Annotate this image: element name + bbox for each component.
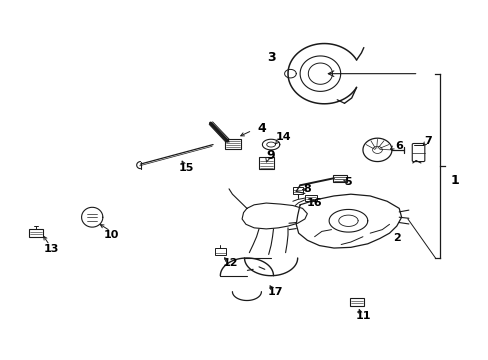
Text: 9: 9	[266, 149, 275, 162]
Text: 6: 6	[394, 141, 402, 151]
Bar	[292, 187, 303, 194]
Text: 8: 8	[303, 184, 310, 194]
Text: 1: 1	[449, 174, 458, 186]
Text: 17: 17	[267, 287, 283, 297]
Bar	[224, 139, 240, 149]
Text: 5: 5	[344, 177, 351, 187]
Text: 2: 2	[392, 234, 400, 243]
Text: 3: 3	[266, 51, 275, 64]
Text: 10: 10	[103, 230, 119, 240]
Bar	[349, 298, 364, 306]
Bar	[214, 248, 225, 255]
Text: 4: 4	[257, 122, 265, 135]
Bar	[305, 195, 316, 201]
Text: 15: 15	[179, 163, 194, 172]
Bar	[259, 157, 273, 169]
Text: 16: 16	[306, 198, 322, 208]
Bar	[332, 175, 346, 182]
Text: 7: 7	[424, 136, 431, 146]
Text: 13: 13	[43, 244, 59, 254]
Text: 14: 14	[275, 132, 290, 143]
Text: 11: 11	[354, 311, 370, 321]
Bar	[29, 229, 43, 237]
Text: 12: 12	[222, 258, 237, 268]
